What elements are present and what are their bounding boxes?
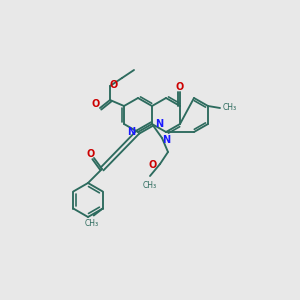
Text: N: N — [155, 119, 163, 129]
Text: N: N — [127, 127, 135, 137]
Text: CH₃: CH₃ — [223, 103, 237, 112]
Text: O: O — [92, 99, 100, 109]
Text: CH₃: CH₃ — [143, 181, 157, 190]
Text: N: N — [162, 135, 170, 145]
Text: O: O — [87, 149, 95, 159]
Text: O: O — [176, 82, 184, 92]
Text: O: O — [110, 80, 118, 90]
Text: CH₃: CH₃ — [85, 220, 99, 229]
Text: O: O — [149, 160, 157, 170]
